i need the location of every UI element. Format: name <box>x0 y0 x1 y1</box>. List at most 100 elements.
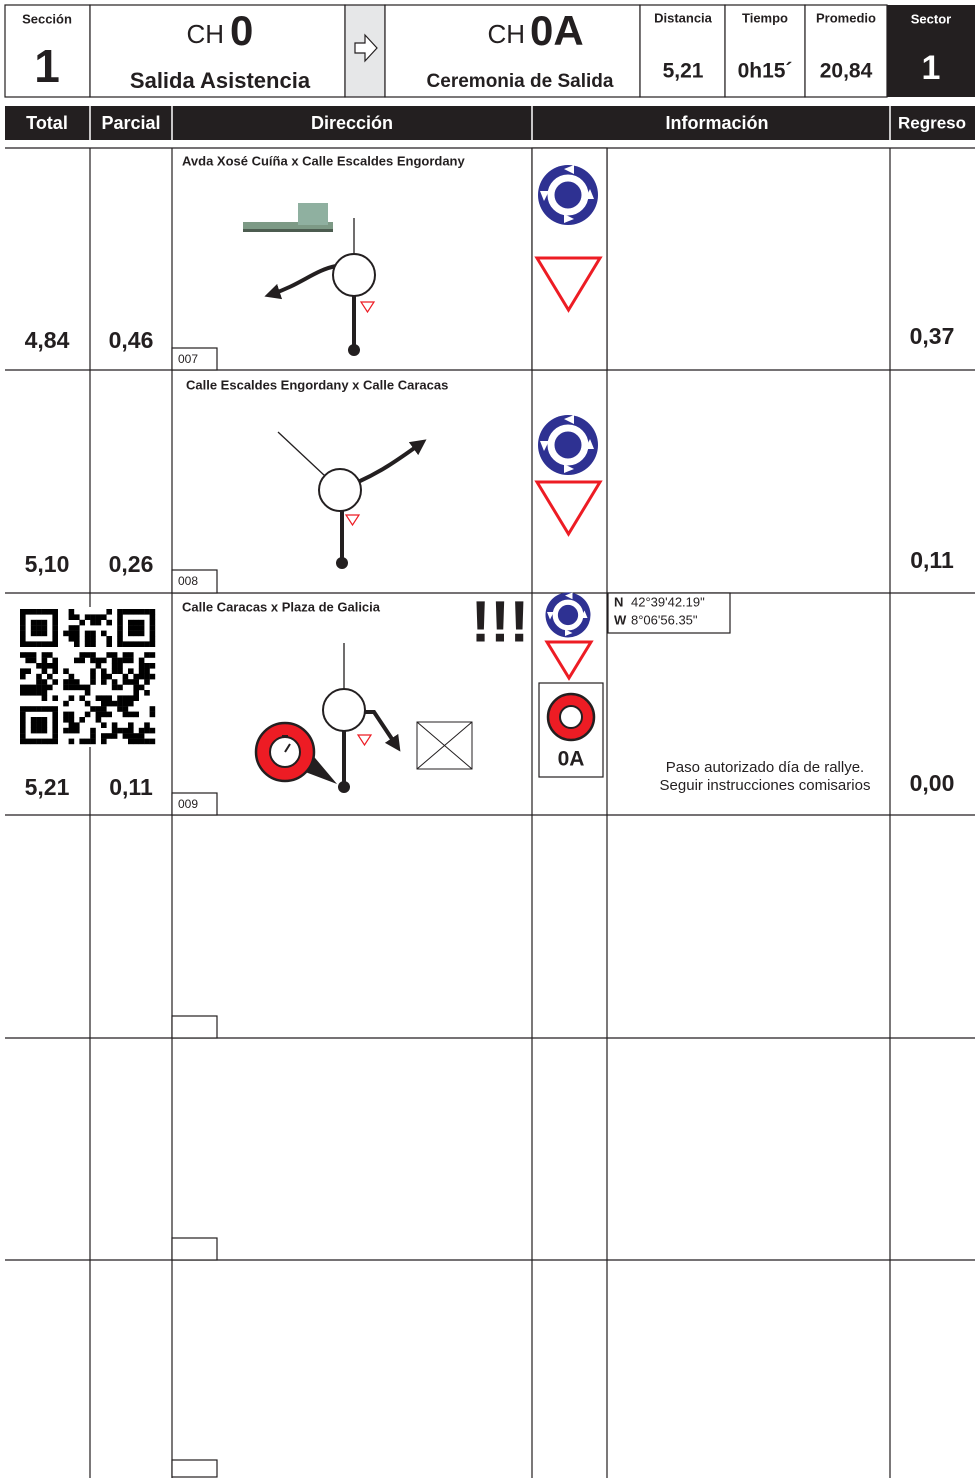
total-distance: 5,10 <box>25 551 70 577</box>
qr-module <box>117 663 123 669</box>
box-number: 007 <box>178 352 198 366</box>
qr-module <box>68 679 75 685</box>
graphic <box>243 229 333 232</box>
qr-module <box>111 700 118 707</box>
number-box <box>171 347 218 371</box>
coord-value: 42°39'42.19" <box>631 594 705 609</box>
qr-module <box>84 700 91 707</box>
from-box <box>89 4 346 98</box>
qr-module <box>84 690 91 696</box>
qr-module <box>95 614 102 620</box>
qr-module <box>41 619 48 626</box>
graphic <box>298 203 328 225</box>
qr-module <box>128 679 134 685</box>
qr-module <box>52 609 58 615</box>
qr-module <box>138 609 145 615</box>
qr-module <box>79 695 85 701</box>
qr-module <box>111 727 118 734</box>
qr-module <box>95 657 102 664</box>
arrow-icon <box>354 33 378 63</box>
return-distance: 0,11 <box>910 547 954 573</box>
qr-module <box>25 652 31 658</box>
qr-module <box>68 673 75 680</box>
qr-module <box>90 668 96 674</box>
qr-module <box>20 722 26 728</box>
qr-module <box>36 684 42 691</box>
qr-module <box>68 609 75 615</box>
qr-module <box>117 609 123 615</box>
roundabout-sign <box>546 593 591 638</box>
qr-module <box>149 663 156 669</box>
qr-module <box>84 630 91 637</box>
qr-module <box>144 663 150 669</box>
qr-module <box>101 630 107 637</box>
qr-module <box>90 652 96 658</box>
qr-module <box>47 673 53 680</box>
qr-module <box>74 636 80 642</box>
time-control-icon <box>254 721 337 784</box>
qr-module <box>36 619 42 626</box>
qr-module <box>101 711 107 718</box>
total-distance: 5,21 <box>25 774 70 800</box>
qr-module <box>138 738 145 745</box>
qr-module <box>90 706 96 712</box>
column-header-bar <box>5 106 975 140</box>
qr-module <box>128 733 134 739</box>
qr-module <box>122 727 129 734</box>
qr-module <box>122 657 129 664</box>
qr-module <box>138 668 145 674</box>
qr-module <box>36 690 42 696</box>
qr-module <box>41 695 48 701</box>
number-box <box>171 569 218 594</box>
qr-module <box>52 641 58 647</box>
qr-module <box>20 641 26 647</box>
qr-module <box>47 706 53 712</box>
qr-module <box>41 684 48 691</box>
qr-module <box>133 684 139 691</box>
qr-module <box>20 727 26 734</box>
qr-module <box>144 668 150 674</box>
qr-module <box>117 630 123 637</box>
qr-module <box>52 727 58 734</box>
qr-module <box>30 727 37 734</box>
qr-module <box>41 630 48 637</box>
qr-module <box>144 727 150 734</box>
qr-module <box>74 630 80 637</box>
qr-module <box>101 614 107 620</box>
qr-module <box>41 668 48 674</box>
qr-module <box>95 717 102 723</box>
qr-module <box>133 690 139 696</box>
start-dot <box>338 781 350 793</box>
qr-module <box>117 706 123 712</box>
qr-module <box>128 711 134 718</box>
qr-module <box>122 711 129 718</box>
sector-label: Sector <box>911 11 951 26</box>
qr-module <box>106 641 112 647</box>
qr-module <box>84 711 91 718</box>
qr-module <box>138 663 145 669</box>
qr-module <box>68 722 75 728</box>
qr-module <box>20 690 26 696</box>
qr-module <box>52 614 58 620</box>
qr-module <box>79 657 85 664</box>
qr-module <box>30 657 37 664</box>
qr-module <box>128 695 134 701</box>
qr-module <box>128 668 134 674</box>
qr-module <box>41 625 48 631</box>
qr-module <box>25 641 31 647</box>
return-distance: 0,00 <box>910 770 955 796</box>
coords-box <box>607 592 731 634</box>
qr-module <box>95 663 102 669</box>
qr-module <box>47 609 53 615</box>
qr-module <box>138 630 145 637</box>
qr-module <box>84 614 91 620</box>
section-box <box>4 4 91 98</box>
qr-module <box>41 679 48 685</box>
to-prefix: CH <box>487 19 525 49</box>
qr-module <box>63 711 69 718</box>
qr-module <box>63 630 69 637</box>
time-label: Tiempo <box>742 10 788 25</box>
section-number: 1 <box>34 40 60 92</box>
coord-dir: W <box>614 612 627 627</box>
qr-module <box>111 679 118 685</box>
